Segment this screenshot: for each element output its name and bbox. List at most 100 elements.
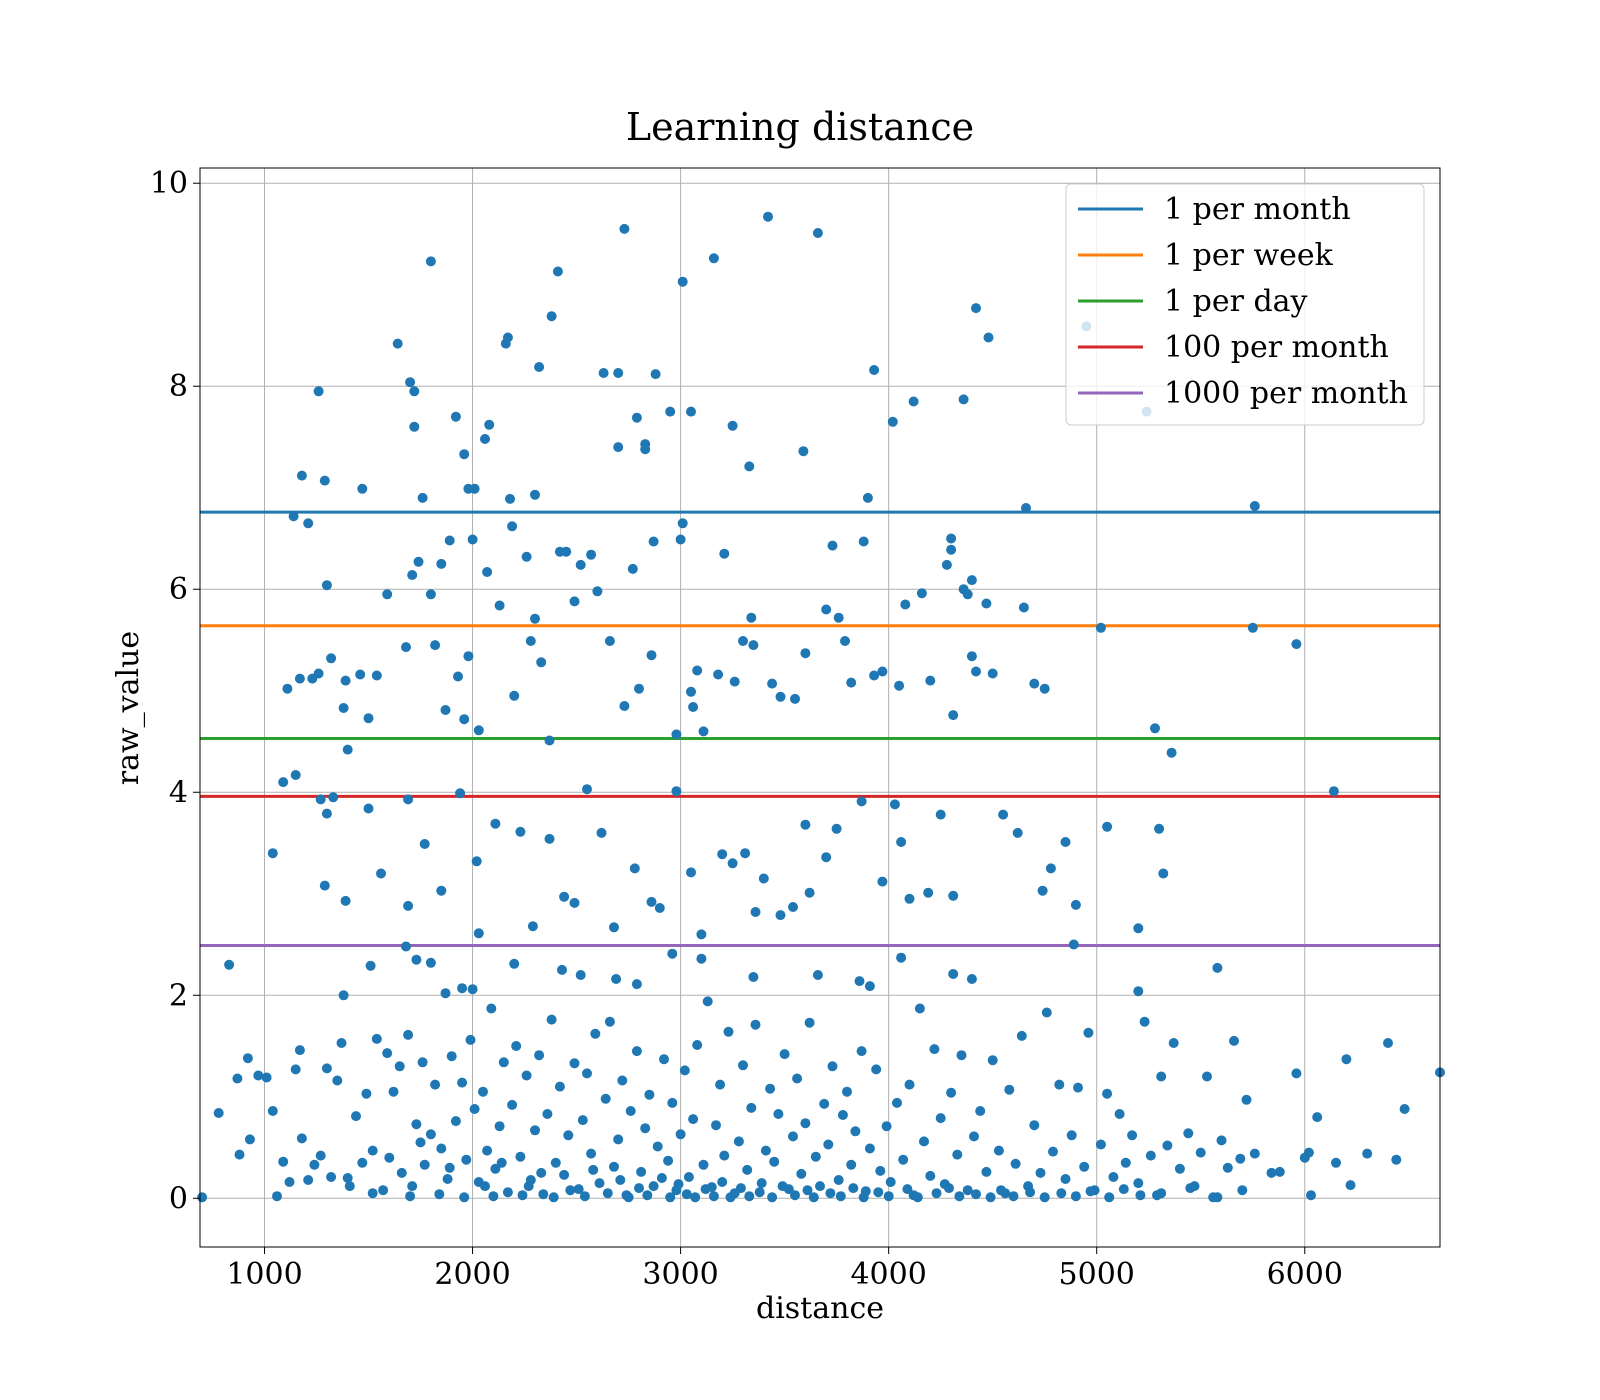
data-point	[688, 702, 699, 712]
data-point	[925, 1170, 936, 1181]
data-point	[758, 873, 769, 884]
data-point	[708, 1191, 719, 1202]
data-point	[675, 1129, 686, 1140]
plot-frame	[199, 167, 1441, 1248]
data-point	[792, 1073, 803, 1084]
data-point	[821, 852, 832, 863]
data-point	[361, 1088, 372, 1099]
data-point	[527, 921, 538, 932]
data-point	[619, 223, 630, 234]
data-point	[530, 489, 540, 500]
data-point	[1328, 786, 1339, 797]
data-point	[775, 910, 786, 921]
data-point	[748, 972, 759, 982]
data-point	[1133, 923, 1144, 934]
data-point	[665, 406, 676, 417]
data-point	[1156, 1071, 1167, 1082]
data-point	[561, 546, 572, 557]
data-point	[521, 551, 532, 562]
data-point	[357, 1157, 368, 1168]
data-point	[723, 1026, 734, 1037]
data-point	[1039, 1192, 1050, 1203]
data-point	[253, 1070, 264, 1081]
x-axis-label: distance	[756, 1291, 884, 1326]
data-point	[727, 420, 738, 431]
data-point	[1312, 1112, 1323, 1123]
data-point	[388, 1086, 399, 1097]
data-point	[515, 826, 526, 837]
data-point	[544, 833, 555, 844]
data-point	[1085, 1186, 1096, 1197]
data-point	[355, 669, 366, 680]
data-point	[1120, 1157, 1131, 1168]
data-point	[405, 1191, 416, 1202]
data-point	[546, 1014, 557, 1025]
data-point	[719, 548, 730, 559]
x-axis-ticks: 1000 2000 3000 4000 5000 6000	[226, 1247, 1343, 1292]
data-point	[744, 1191, 755, 1202]
data-point	[821, 604, 832, 615]
data-point	[738, 636, 748, 646]
data-point	[889, 799, 900, 810]
data-point	[646, 896, 657, 907]
data-point	[577, 1115, 588, 1126]
data-point	[463, 651, 474, 662]
data-point	[665, 1192, 676, 1203]
data-point	[1133, 986, 1144, 997]
data-point	[808, 1192, 819, 1203]
data-point	[284, 1177, 295, 1187]
data-point	[796, 1168, 807, 1179]
data-point	[812, 228, 823, 238]
data-point	[278, 777, 289, 788]
data-point	[885, 1177, 896, 1187]
data-point	[340, 675, 351, 686]
data-point	[536, 1167, 547, 1178]
data-point	[848, 1183, 859, 1194]
data-point	[446, 1051, 457, 1062]
data-point	[1070, 1191, 1081, 1202]
data-point	[1037, 885, 1048, 896]
data-point	[1021, 503, 1031, 513]
y-tick-label: 4	[169, 775, 188, 810]
data-point	[837, 1110, 848, 1120]
data-point	[573, 1184, 584, 1195]
data-point	[931, 1188, 942, 1199]
data-point	[309, 1159, 320, 1170]
data-point	[1054, 1079, 1065, 1090]
data-point	[453, 671, 463, 682]
data-point	[1068, 939, 1079, 950]
data-point	[459, 714, 470, 725]
data-point	[760, 1145, 771, 1156]
data-point	[326, 653, 337, 664]
data-point	[919, 1136, 929, 1147]
data-point	[644, 1089, 655, 1100]
data-point	[981, 598, 992, 609]
data-point	[371, 1033, 382, 1044]
data-point	[729, 676, 740, 687]
data-point	[983, 332, 994, 343]
data-point	[1274, 1166, 1285, 1177]
data-point	[367, 1145, 378, 1156]
data-point	[648, 536, 659, 547]
data-point	[1391, 1154, 1402, 1165]
data-point	[338, 703, 349, 713]
data-point	[430, 1079, 441, 1090]
data-point	[197, 1192, 208, 1203]
data-point	[1237, 1185, 1248, 1196]
data-point	[315, 794, 326, 805]
data-point	[754, 1187, 765, 1198]
data-point	[683, 1172, 694, 1182]
data-point	[688, 1114, 699, 1125]
data-point	[763, 211, 773, 222]
data-point	[232, 1073, 243, 1084]
data-point	[698, 726, 709, 737]
data-point	[954, 1191, 965, 1202]
data-point	[272, 1191, 282, 1202]
data-point	[904, 893, 915, 904]
data-point	[744, 461, 755, 472]
data-point	[835, 1191, 846, 1202]
data-point	[478, 1086, 488, 1097]
data-point	[862, 492, 873, 503]
data-point	[634, 1183, 644, 1194]
data-point	[467, 984, 478, 995]
